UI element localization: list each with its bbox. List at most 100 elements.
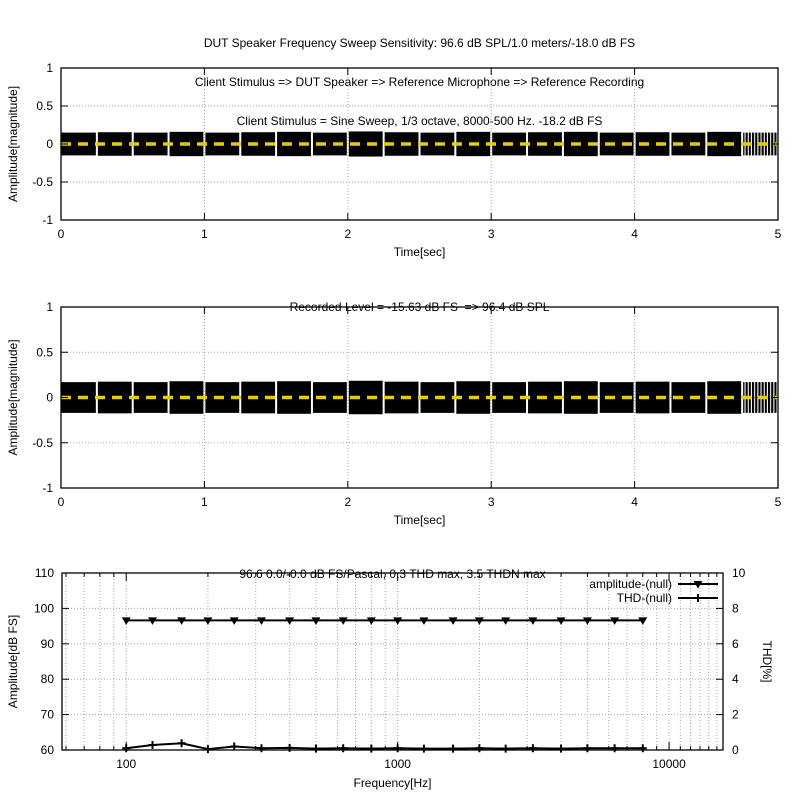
stimulus-title-line3: Client Stimulus = Sine Sweep, 1/3 octave… bbox=[236, 114, 603, 128]
x-tick-label: 10000 bbox=[652, 757, 686, 771]
triangle-down-marker bbox=[121, 617, 131, 625]
thd-line bbox=[126, 742, 643, 751]
plus-marker bbox=[339, 744, 348, 753]
triangle-down-marker bbox=[393, 617, 403, 625]
x-tick-label: 1000 bbox=[384, 757, 411, 771]
triangle-down-marker bbox=[203, 617, 213, 625]
waveform-segment bbox=[241, 132, 276, 156]
x-tick-label: 1 bbox=[201, 227, 208, 241]
x-tick-label: 5 bbox=[775, 227, 782, 241]
x-tick-label: 3 bbox=[488, 495, 495, 509]
triangle-down-marker bbox=[366, 617, 376, 625]
waveform-segment bbox=[312, 132, 347, 156]
y-right-tick-label: 4 bbox=[732, 672, 739, 686]
triangle-down-marker bbox=[638, 617, 648, 625]
stimulus-title-line2: Client Stimulus => DUT Speaker => Refere… bbox=[194, 75, 645, 89]
triangle-down-marker bbox=[501, 617, 511, 625]
plus-marker bbox=[148, 741, 157, 750]
triangle-down-marker bbox=[610, 617, 620, 625]
triangle-down-marker bbox=[338, 617, 348, 625]
x-axis-label: Time[sec] bbox=[394, 513, 446, 527]
x-tick-label: 2 bbox=[344, 227, 351, 241]
y-tick-label: 0.5 bbox=[36, 345, 53, 359]
plus-marker bbox=[419, 744, 428, 753]
plus-marker bbox=[694, 594, 702, 602]
y-tick-label: 1 bbox=[46, 61, 53, 75]
x-axis-label: Frequency[Hz] bbox=[353, 776, 431, 790]
y-right-tick-label: 0 bbox=[732, 743, 739, 757]
y-tick-label: 0.5 bbox=[36, 99, 53, 113]
plus-marker bbox=[610, 744, 619, 753]
y-left-tick-label: 90 bbox=[41, 637, 55, 651]
y-right-tick-label: 6 bbox=[732, 637, 739, 651]
y-right-axis-label: THD[%] bbox=[760, 641, 774, 683]
x-tick-label: 0 bbox=[58, 495, 65, 509]
stimulus-chart-title: DUT Speaker Frequency Sweep Sensitivity:… bbox=[61, 11, 778, 154]
legend-amplitude-label: amplitude-(null) bbox=[589, 577, 672, 591]
y-tick-label: -0.5 bbox=[32, 175, 53, 189]
triangle-down-marker bbox=[177, 617, 187, 625]
triangle-down-marker bbox=[448, 617, 458, 625]
triangle-down-marker bbox=[229, 617, 239, 625]
triangle-down-marker bbox=[256, 617, 266, 625]
recorded-waveform-plot-group: 0 1 2 3 4 5 -1 -0.5 0 0.5 1 Time[sec] Amplitude[magn… bbox=[6, 300, 782, 527]
x-axis-label: Time[sec] bbox=[394, 245, 446, 259]
plus-marker bbox=[501, 744, 510, 753]
triangle-down-marker bbox=[148, 617, 158, 625]
x-tick-label: 100 bbox=[116, 757, 136, 771]
legend-thd-label: THD-(null) bbox=[617, 591, 672, 605]
x-tick-label: 4 bbox=[631, 495, 638, 509]
plus-marker bbox=[257, 744, 266, 753]
axes bbox=[61, 572, 724, 751]
triangle-down-marker bbox=[556, 617, 566, 625]
y-left-tick-label: 70 bbox=[41, 708, 55, 722]
legend: amplitude-(null)THD-(null) bbox=[589, 577, 718, 605]
waveform-segment bbox=[671, 132, 706, 156]
plus-marker bbox=[449, 744, 458, 753]
stimulus-title-line1: DUT Speaker Frequency Sweep Sensitivity:… bbox=[203, 36, 636, 50]
plus-marker bbox=[230, 742, 239, 751]
triangle-down-marker bbox=[693, 581, 703, 589]
y-left-tick-label: 110 bbox=[35, 566, 54, 580]
grid bbox=[62, 573, 723, 750]
waveform-segment bbox=[599, 132, 634, 156]
axes bbox=[60, 306, 779, 489]
x-tick-label: 4 bbox=[631, 227, 638, 241]
triangle-down-marker bbox=[311, 617, 321, 625]
x-tick-label: 0 bbox=[58, 227, 65, 241]
x-tick-label: 5 bbox=[775, 495, 782, 509]
waveform-segment bbox=[635, 132, 670, 156]
y-right-tick-label: 10 bbox=[732, 566, 746, 580]
y-tick-label: -0.5 bbox=[32, 436, 53, 450]
y-axis-label: Amplitude[magnitude] bbox=[6, 339, 20, 455]
triangle-down-marker bbox=[582, 617, 592, 625]
y-tick-label: 0 bbox=[46, 391, 53, 405]
y-right-tick-label: 2 bbox=[732, 708, 739, 722]
y-left-tick-label: 60 bbox=[41, 743, 55, 757]
y-left-tick-label: 100 bbox=[34, 601, 54, 615]
x-tick-label: 3 bbox=[488, 227, 495, 241]
y-tick-label: -1 bbox=[42, 481, 53, 495]
axes bbox=[60, 67, 779, 221]
triangle-down-marker bbox=[419, 617, 429, 625]
x-tick-label: 2 bbox=[344, 495, 351, 509]
triangle-down-marker bbox=[528, 617, 538, 625]
triangle-down-marker bbox=[285, 617, 295, 625]
y-right-tick-label: 8 bbox=[732, 601, 739, 615]
sweep-sensitivity-plot-group: 100 1000 10000 60 70 80 90 100 110 0 2 4 6 8 10 Frequen… bbox=[6, 566, 774, 790]
x-tick-label: 1 bbox=[201, 495, 208, 509]
y-tick-label: -1 bbox=[42, 213, 53, 227]
y-left-tick-label: 80 bbox=[41, 672, 55, 686]
sensitivity-chart-title: 96.6 0.0/-0.0 dB FS/Pascal, 0.3 THD max,… bbox=[62, 542, 723, 607]
plus-marker bbox=[528, 744, 537, 753]
y-axis-label: Amplitude[magnitude] bbox=[6, 86, 20, 202]
plot-border bbox=[61, 572, 724, 751]
sensitivity-title-line1: 96.6 0.0/-0.0 dB FS/Pascal, 0.3 THD max,… bbox=[239, 567, 546, 581]
plus-marker bbox=[177, 739, 186, 748]
y-tick-label: 0 bbox=[46, 137, 53, 151]
y-left-axis-label: Amplitude[dB FS] bbox=[6, 615, 20, 708]
amplitude-series bbox=[121, 617, 648, 625]
triangle-down-marker bbox=[474, 617, 484, 625]
